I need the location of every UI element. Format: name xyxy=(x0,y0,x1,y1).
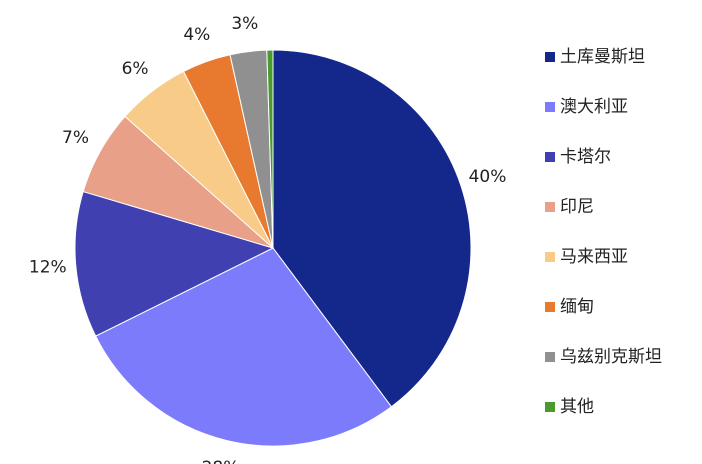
legend-swatch xyxy=(545,52,555,62)
legend-label: 其他 xyxy=(560,397,594,417)
legend-swatch xyxy=(545,152,555,162)
legend-swatch xyxy=(545,102,555,112)
data-label: 3% xyxy=(231,14,258,34)
legend-swatch xyxy=(545,302,555,312)
legend-label: 澳大利亚 xyxy=(560,97,628,117)
data-label: 12% xyxy=(29,257,67,277)
legend-swatch xyxy=(545,352,555,362)
data-label: 28% xyxy=(202,458,240,464)
pie-slice xyxy=(272,49,472,408)
legend-label: 乌兹别克斯坦 xyxy=(560,347,662,367)
legend-label: 卡塔尔 xyxy=(560,147,611,167)
pie-slice xyxy=(74,190,275,337)
data-label: 40% xyxy=(469,167,507,187)
legend-label: 缅甸 xyxy=(560,297,594,317)
legend-swatch xyxy=(545,402,555,412)
legend-label: 印尼 xyxy=(560,197,594,217)
pie-slice xyxy=(266,49,274,249)
pie-slice xyxy=(95,247,393,447)
data-label: 7% xyxy=(62,128,89,148)
data-label: 4% xyxy=(183,25,210,45)
data-label: 6% xyxy=(122,59,149,79)
legend-swatch xyxy=(545,252,555,262)
legend-label: 马来西亚 xyxy=(560,247,628,267)
legend-label: 土库曼斯坦 xyxy=(560,47,645,67)
legend-swatch xyxy=(545,202,555,212)
